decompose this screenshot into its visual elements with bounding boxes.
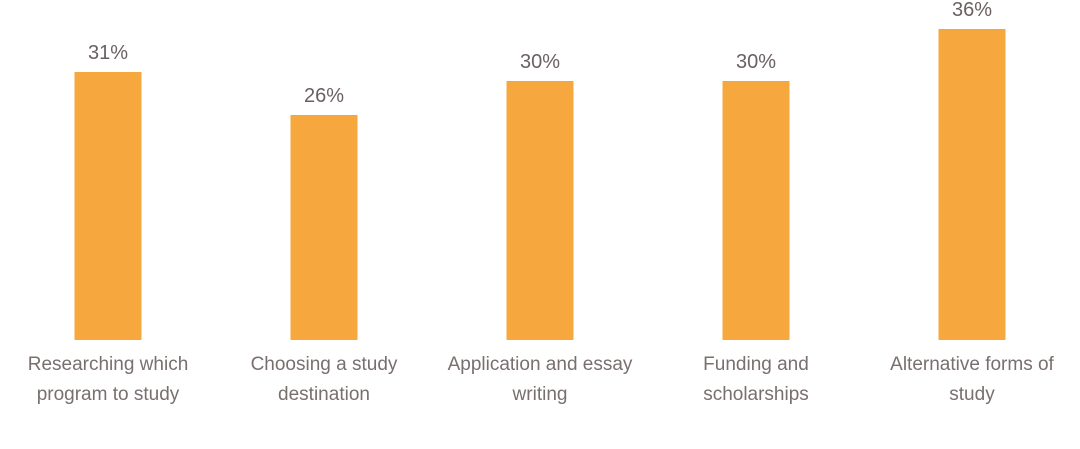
bar-value-label: 26% (303, 85, 345, 107)
bar (722, 81, 790, 340)
bar-column: 31% Researching which program to study (0, 0, 216, 449)
bar-column: 36% Alternative forms of study (864, 0, 1080, 449)
bar (938, 29, 1006, 340)
bar-column: 30% Funding and scholarships (648, 0, 864, 449)
bar (74, 72, 142, 340)
bar-value-label: 30% (735, 51, 777, 73)
bar-category-label: Alternative forms of study (890, 354, 1054, 405)
bar-category-label: Application and essay writing (447, 354, 633, 405)
bar (290, 115, 358, 340)
bar-category-label: Choosing a study destination (250, 354, 398, 405)
bar-category-label: Researching which program to study (27, 354, 189, 405)
bar (506, 81, 574, 340)
bar-column: 26% Choosing a study destination (216, 0, 432, 449)
bar-value-label: 36% (951, 0, 993, 21)
bar-column: 30% Application and essay writing (432, 0, 648, 449)
bar-value-label: 30% (519, 51, 561, 73)
bar-category-label: Funding and scholarships (703, 354, 809, 405)
bar-value-label: 31% (87, 42, 129, 64)
